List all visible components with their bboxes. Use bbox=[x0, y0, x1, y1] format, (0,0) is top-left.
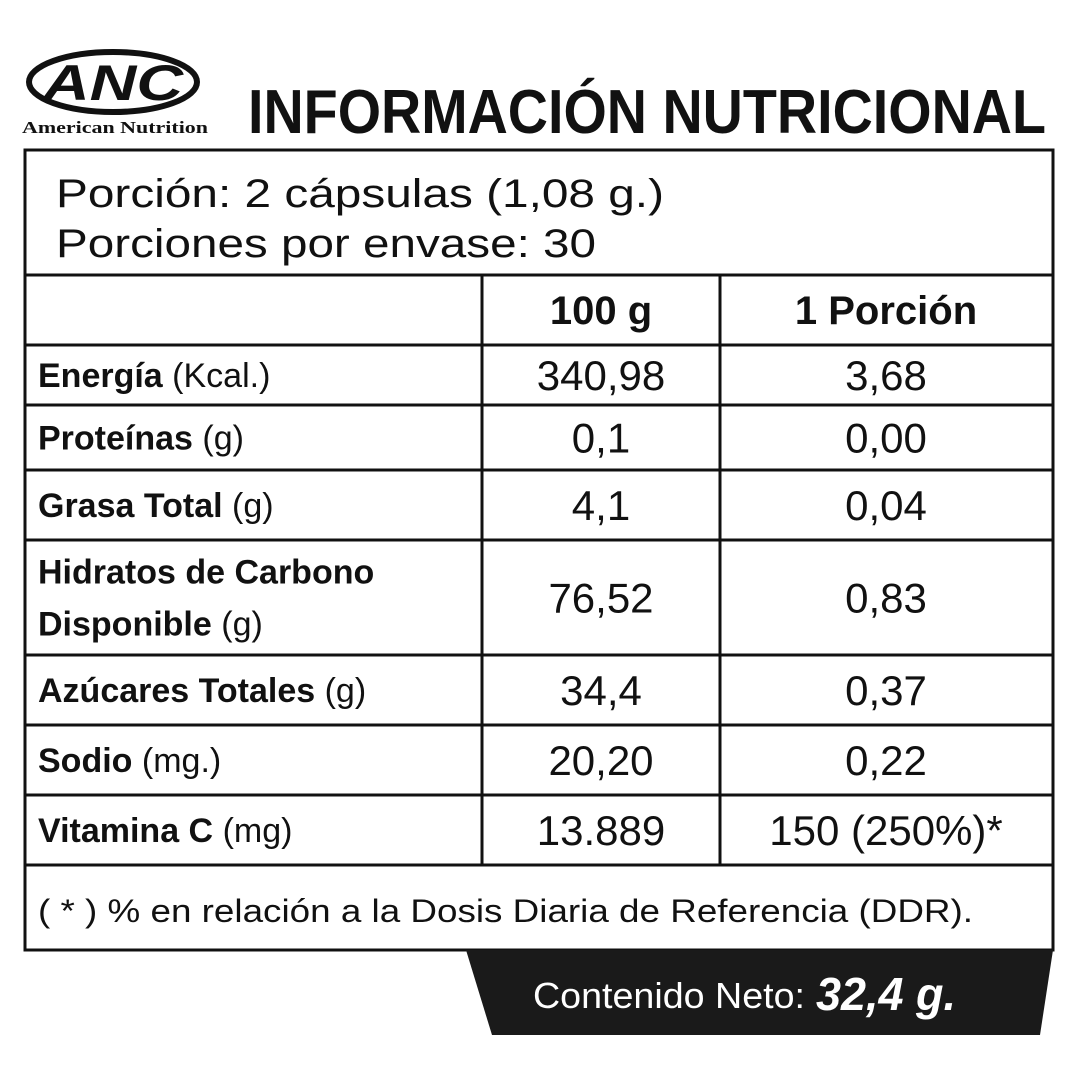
nutrient-unit: (g) bbox=[221, 606, 263, 644]
servings-per-container: Porciones por envase: 30 bbox=[56, 222, 596, 266]
column-header: 100 g bbox=[550, 289, 652, 333]
nutrient-label: Sodio bbox=[38, 742, 132, 780]
nutrient-unit: (mg) bbox=[223, 812, 293, 850]
nutrient-value: 150 (250%)* bbox=[769, 807, 1002, 854]
footnote: ( * ) % en relación a la Dosis Diaria de… bbox=[38, 893, 973, 929]
nutrient-label: Vitamina C bbox=[38, 812, 213, 850]
nutrient-unit: (mg.) bbox=[142, 742, 221, 780]
nutrient-value: 0,37 bbox=[845, 667, 927, 714]
nutrient-label: Grasa Total bbox=[38, 487, 223, 525]
nutrient-value: 76,52 bbox=[548, 575, 653, 622]
nutrient-value: 13.889 bbox=[537, 807, 665, 854]
nutrient-name: Grasa Total (g) bbox=[38, 487, 274, 525]
nutrient-name: Disponible (g) bbox=[38, 606, 263, 644]
nutrient-label: Proteínas bbox=[38, 420, 193, 458]
nutrient-unit: (g) bbox=[202, 420, 244, 458]
nutrient-name: Azúcares Totales (g) bbox=[38, 672, 366, 710]
nutrient-label: Azúcares Totales bbox=[38, 672, 315, 710]
nutrient-unit: (g) bbox=[232, 487, 274, 525]
nutrient-label: Disponible bbox=[38, 606, 212, 644]
nutrient-unit: (g) bbox=[325, 672, 367, 710]
nutrient-value: 0,1 bbox=[572, 415, 630, 462]
nutrient-name: Hidratos de Carbono bbox=[38, 554, 374, 592]
title: INFORMACIÓN NUTRICIONAL bbox=[248, 78, 1046, 147]
net-content-label: Contenido Neto: bbox=[533, 975, 805, 1016]
nutrient-value: 3,68 bbox=[845, 352, 927, 399]
nutrient-name: Sodio (mg.) bbox=[38, 742, 221, 780]
column-header: 1 Porción bbox=[795, 289, 977, 333]
nutrient-name: Vitamina C (mg) bbox=[38, 812, 292, 850]
logo-mark: ANC bbox=[40, 55, 184, 111]
serving-size: Porción: 2 cápsulas (1,08 g.) bbox=[56, 172, 664, 216]
nutrient-value: 0,22 bbox=[845, 737, 927, 784]
nutrient-value: 34,4 bbox=[560, 667, 642, 714]
net-content-tab bbox=[466, 950, 1053, 1035]
net-content-value: 32,4 g. bbox=[816, 968, 956, 1020]
logo-outline bbox=[26, 49, 200, 115]
nutrient-name: Energía (Kcal.) bbox=[38, 357, 270, 395]
logo-name: American Nutrition bbox=[22, 118, 209, 137]
nutrient-unit: (Kcal.) bbox=[172, 357, 270, 395]
nutrient-value: 0,00 bbox=[845, 415, 927, 462]
nutrient-value: 4,1 bbox=[572, 482, 630, 529]
nutrient-value: 0,83 bbox=[845, 575, 927, 622]
nutrient-label: Energía bbox=[38, 357, 164, 395]
nutrient-value: 340,98 bbox=[537, 352, 665, 399]
nutrient-value: 20,20 bbox=[548, 737, 653, 784]
nutrient-name: Proteínas (g) bbox=[38, 420, 244, 458]
nutrient-value: 0,04 bbox=[845, 482, 927, 529]
nutrient-label: Hidratos de Carbono bbox=[38, 554, 374, 592]
